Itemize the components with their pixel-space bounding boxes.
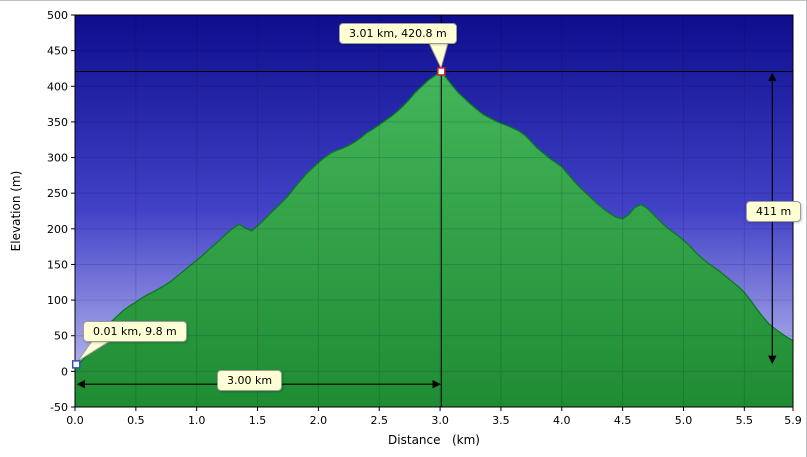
y-tick-label: 300 [47,152,68,165]
gridlines [75,15,793,407]
x-tick-label: 3.0 [431,414,449,427]
y-tick-label: 450 [47,45,68,58]
x-tick-label: 5.0 [675,414,693,427]
y-axis-title: Elevation (m) [9,170,23,252]
start-marker[interactable] [71,360,81,369]
y-tick-label: -50 [50,401,68,414]
start-tooltip: 0.01 km, 9.8 m [83,321,187,342]
distance-difference-label: 3.00 km [217,370,283,391]
y-tick-label: 100 [47,294,68,307]
y-tick-label: 350 [47,116,68,129]
y-tick-label: 400 [47,80,68,93]
x-tick-label: 5.5 [736,414,754,427]
x-tick-label: 3.5 [492,414,510,427]
elevation-area[interactable] [75,71,793,408]
x-tick-label: 0.5 [127,414,145,427]
x-axis-title: Distance (km) [388,433,480,447]
peak-tooltip: 3.01 km, 420.8 m [339,23,457,44]
x-tick-label: 1.0 [188,414,206,427]
x-tick-label: 2.0 [310,414,328,427]
x-tick-label: 4.0 [553,414,571,427]
y-tick-label: 150 [47,258,68,271]
y-tick-label: 500 [47,9,68,22]
y-tick-label: 200 [47,223,68,236]
x-tick-label: 0.0 [66,414,84,427]
x-tick-label: 4.5 [614,414,632,427]
y-tick-label: 50 [54,330,68,343]
y-tick-label: 250 [47,187,68,200]
x-tick-label: 5.9 [784,414,802,427]
peak-marker[interactable] [437,67,446,76]
y-tick-label: 0 [61,365,68,378]
height-difference-label: 411 m [746,201,802,222]
x-tick-label: 1.5 [249,414,267,427]
elevation-outline [74,70,794,365]
x-tick-label: 2.5 [370,414,388,427]
